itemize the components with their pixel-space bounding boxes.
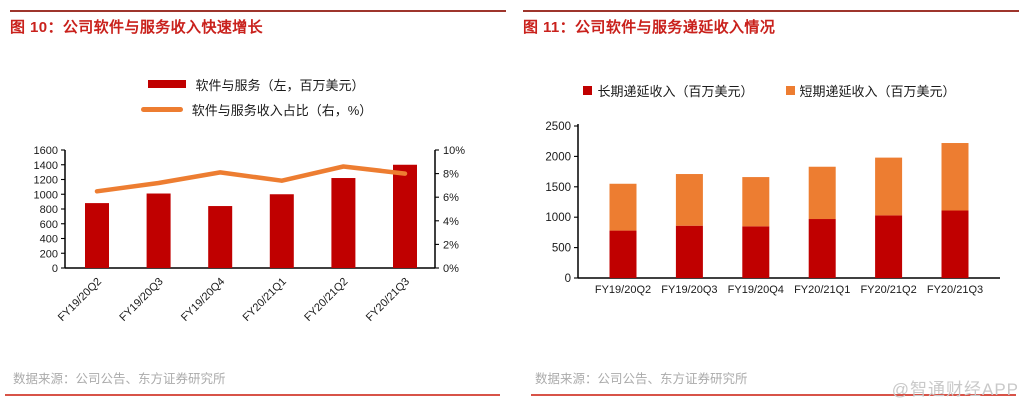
figure-10-title-rule: [10, 10, 506, 12]
x-axis-category-label: FY20/21Q3: [927, 284, 983, 296]
left-axis-tick-label: 500: [552, 243, 571, 255]
figure-11-legend: 长期递延收入（百万美元） 短期递延收入（百万美元）: [513, 81, 1026, 100]
watermark: @智通财经APP: [891, 380, 1019, 399]
legend-label-long-term-deferred: 长期递延收入（百万美元）: [597, 84, 754, 99]
figure-10-legend: 软件与服务（左，百万美元） 软件与服务收入占比（右，%）: [0, 76, 513, 118]
left-axis-tick-label: 800: [40, 204, 58, 216]
left-axis-tick-label: 1000: [545, 212, 571, 224]
revenue-bar: [331, 178, 356, 268]
legend-item-short-term-deferred: 短期递延收入（百万美元）: [785, 81, 956, 100]
legend-item-long-term-deferred: 长期递延收入（百万美元）: [583, 81, 754, 100]
figure-10-bottom-rule: [5, 394, 500, 396]
short-term-bar-segment: [675, 174, 703, 226]
figure-11-source: 数据来源：公司公告、东方证券研究所: [535, 372, 748, 386]
x-axis-category-label: FY19/20Q3: [661, 284, 717, 296]
x-axis-category-label: FY20/21Q1: [794, 284, 850, 296]
legend-item-software-revenue: 软件与服务（左，百万美元）: [148, 76, 365, 93]
figure-10-title: 图 10：公司软件与服务收入快速增长: [10, 19, 264, 36]
right-axis-tick-label: 6%: [443, 192, 459, 204]
left-axis-tick-label: 200: [40, 248, 58, 260]
x-axis-category-label: FY20/21Q1: [241, 276, 289, 324]
left-axis-tick-label: 0: [52, 263, 58, 275]
x-axis-category-label: FY19/20Q4: [179, 276, 227, 324]
long-term-bar-segment: [875, 215, 903, 278]
left-axis-tick-label: 1200: [34, 175, 58, 187]
short-term-bar-segment: [742, 177, 770, 227]
long-term-bar-segment: [675, 225, 703, 278]
legend-label-short-term-deferred: 短期递延收入（百万美元）: [799, 84, 956, 99]
long-term-swatch-icon: [583, 86, 593, 95]
short-term-bar-segment: [609, 183, 637, 231]
x-axis-category-label: FY20/21Q3: [364, 276, 412, 324]
right-axis-tick-label: 0%: [443, 263, 459, 275]
left-axis-tick-label: 1000: [34, 189, 58, 201]
x-axis-category-label: FY19/20Q2: [56, 276, 104, 324]
left-axis-tick-label: 600: [40, 219, 58, 231]
figure-11-panel: 图 11：公司软件与服务递延收入情况 长期递延收入（百万美元） 短期递延收入（百…: [513, 0, 1026, 406]
figure-11-title: 图 11：公司软件与服务递延收入情况: [523, 19, 776, 36]
software-revenue-chart: 0 200 400 600 800 1000 1200 1400 1600 0% 2% 4% 6% 8% 1…: [34, 145, 466, 324]
left-axis-tick-label: 2000: [545, 151, 571, 163]
legend-label-software-revenue: 软件与服务（左，百万美元）: [195, 77, 365, 93]
x-axis-category-label: FY20/21Q2: [302, 276, 350, 324]
revenue-bar: [208, 206, 233, 268]
ratio-line: [94, 164, 408, 194]
left-axis-tick-label: 1500: [545, 182, 571, 194]
long-term-bar-segment: [609, 230, 637, 278]
long-term-bar-segment: [941, 210, 969, 278]
legend-item-revenue-ratio: 软件与服务收入占比（右，%）: [140, 101, 373, 118]
left-axis-tick-label: 2500: [545, 121, 571, 133]
right-axis-tick-label: 10%: [443, 145, 465, 157]
revenue-bar: [269, 194, 294, 268]
left-axis-tick-label: 1600: [34, 145, 58, 157]
revenue-bar: [146, 193, 171, 268]
figure-10-source: 数据来源：公司公告、东方证券研究所: [13, 372, 226, 386]
revenue-bar: [85, 203, 109, 268]
line-series-swatch-icon: [140, 106, 183, 112]
bar-series-swatch-icon: [148, 80, 187, 88]
figure-11-title-rule: [523, 10, 1019, 12]
figure-11-bottom-rule: [531, 394, 1016, 396]
left-axis-tick-label: 400: [40, 234, 58, 246]
figure-10-panel: 图 10：公司软件与服务收入快速增长 软件与服务（左，百万美元） 软件与服务收入…: [0, 10, 513, 396]
x-axis-category-label: FY19/20Q2: [595, 284, 651, 296]
x-axis-category-label: FY19/20Q3: [117, 276, 165, 324]
legend-label-revenue-ratio: 软件与服务收入占比（右，%）: [191, 102, 373, 118]
long-term-bar-segment: [808, 219, 836, 278]
short-term-swatch-icon: [785, 86, 795, 95]
right-axis-tick-label: 2%: [443, 239, 459, 251]
long-term-bar-segment: [742, 226, 770, 278]
revenue-bar: [393, 164, 417, 268]
left-axis-tick-label: 0: [565, 273, 571, 285]
left-axis-tick-label: 1400: [34, 160, 58, 172]
right-axis-tick-label: 8%: [443, 169, 459, 181]
x-axis-category-label: FY20/21Q2: [860, 284, 916, 296]
short-term-bar-segment: [808, 166, 836, 220]
short-term-bar-segment: [875, 157, 903, 216]
right-axis-tick-label: 4%: [443, 216, 459, 228]
short-term-bar-segment: [941, 143, 969, 211]
x-axis-category-label: FY19/20Q4: [728, 284, 784, 296]
deferred-revenue-chart: 0 500 1000 1500 2000 2500 FY19/20Q2 FY19/20Q3 FY…: [545, 121, 1000, 296]
